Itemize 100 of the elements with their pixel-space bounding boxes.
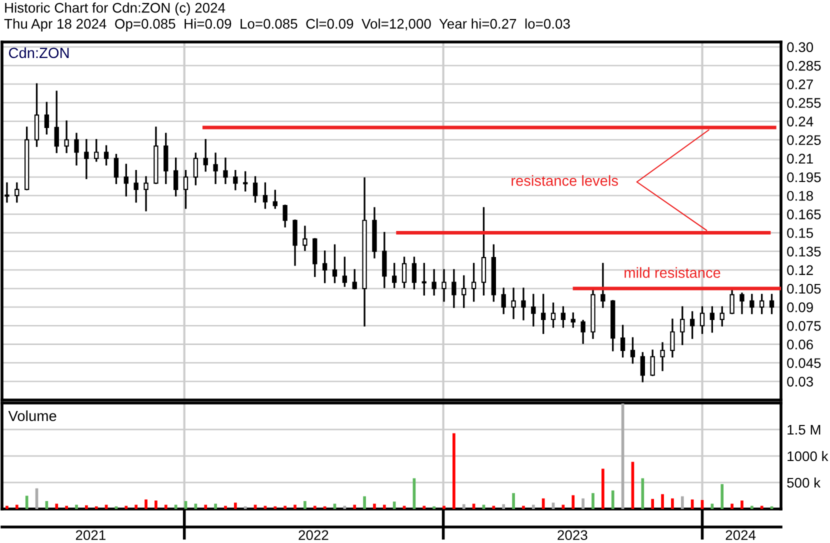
bar <box>304 501 306 509</box>
y-tick-label: 0.24 <box>787 116 814 126</box>
candlestick <box>690 311 695 339</box>
bar <box>552 502 555 509</box>
candlestick <box>462 275 466 308</box>
bar <box>55 504 58 509</box>
candlestick <box>640 352 645 382</box>
candlestick <box>730 288 734 314</box>
candlestick <box>769 294 774 314</box>
candlestick <box>124 164 128 196</box>
candlestick <box>452 269 456 308</box>
bar <box>641 478 644 509</box>
candlestick <box>521 288 526 320</box>
candlestick <box>352 269 357 290</box>
bar <box>234 502 237 509</box>
candlestick <box>173 158 178 196</box>
bar <box>592 493 594 509</box>
candlestick <box>570 312 576 328</box>
bar <box>284 506 286 509</box>
y-tick-label: 0.285 <box>787 60 821 71</box>
y-tick-label: 0.03 <box>787 376 813 387</box>
candlestick <box>243 171 248 192</box>
bar <box>204 504 208 509</box>
bar <box>522 506 525 509</box>
candlestick <box>54 90 59 154</box>
candlestick <box>660 342 665 372</box>
candlestick <box>442 269 446 302</box>
y-tick-label: 0.135 <box>787 246 821 257</box>
candlestick <box>94 139 99 162</box>
y-tick-label: 0.12 <box>787 265 813 276</box>
bar <box>75 504 78 509</box>
candlestick <box>183 170 188 209</box>
candlestick <box>501 288 506 314</box>
bar <box>214 504 217 509</box>
candlestick <box>580 320 586 344</box>
y-tick-label: 0.165 <box>787 210 821 220</box>
candlestick <box>302 226 308 251</box>
x-tick-label: 2022 <box>298 530 328 540</box>
candlestick <box>402 256 407 288</box>
candlestick <box>272 190 278 209</box>
bar <box>164 504 168 509</box>
candlestick <box>193 152 198 186</box>
y-tick-label: 0.195 <box>787 172 821 182</box>
bar <box>582 498 584 509</box>
candlestick <box>620 324 626 358</box>
candlestick <box>114 154 119 184</box>
y-tick-label: 1000 k <box>788 450 828 462</box>
candlestick <box>750 294 754 314</box>
bar <box>661 494 664 509</box>
y-tick-label: 0.15 <box>787 228 814 238</box>
chart-title: Historic Chart for Cdn:ZON (c) 2024 <box>5 2 226 16</box>
candlestick <box>392 262 397 288</box>
bar <box>15 504 18 509</box>
y-tick-label: 0.105 <box>787 284 821 294</box>
bar <box>572 495 575 509</box>
bar <box>651 498 654 509</box>
candlestick <box>332 244 338 284</box>
bar <box>452 433 456 509</box>
bar <box>353 504 356 509</box>
candlestick <box>223 158 228 184</box>
candlestick <box>64 120 69 154</box>
bar <box>422 506 426 509</box>
bar <box>392 502 396 509</box>
candlestick <box>740 292 744 314</box>
candlestick <box>322 250 328 284</box>
bar <box>244 506 247 509</box>
candlestick <box>710 306 715 333</box>
candlestick <box>44 102 50 135</box>
y-tick-label: 500 k <box>787 477 821 488</box>
y-tick-label: 0.21 <box>787 154 813 164</box>
bar <box>750 506 754 509</box>
candlestick <box>74 132 79 166</box>
candlestick <box>650 350 655 376</box>
bar <box>274 506 277 509</box>
candlestick <box>560 306 566 328</box>
bar <box>224 506 227 509</box>
bar <box>294 504 296 509</box>
bar <box>462 504 466 509</box>
bar <box>94 506 98 509</box>
bar <box>85 505 88 509</box>
annotation: resistance levels <box>512 175 618 186</box>
chart-title: Volume <box>8 410 56 422</box>
bar <box>512 493 515 509</box>
candlestick <box>134 170 138 203</box>
candlestick <box>541 294 546 334</box>
candlestick <box>670 318 675 358</box>
bar <box>710 504 714 509</box>
candlestick <box>630 337 636 364</box>
bar <box>720 484 724 509</box>
chart-subtitle: Thu Apr 18 2024 Op=0.085 Hi=0.09 Lo=0.085 Cl=0.09 Vol=12,000 Year hi=0.27 lo=0.03 <box>4 18 570 32</box>
y-tick-label: 0.075 <box>787 321 821 331</box>
candlestick <box>84 139 89 180</box>
candlestick <box>14 182 20 203</box>
x-tick-label: 2024 <box>726 530 756 540</box>
candlestick <box>720 306 724 327</box>
candlestick <box>680 306 685 346</box>
bar <box>25 496 28 509</box>
bar <box>502 504 506 509</box>
y-tick-label: 0.225 <box>787 135 821 146</box>
bar <box>532 504 535 509</box>
